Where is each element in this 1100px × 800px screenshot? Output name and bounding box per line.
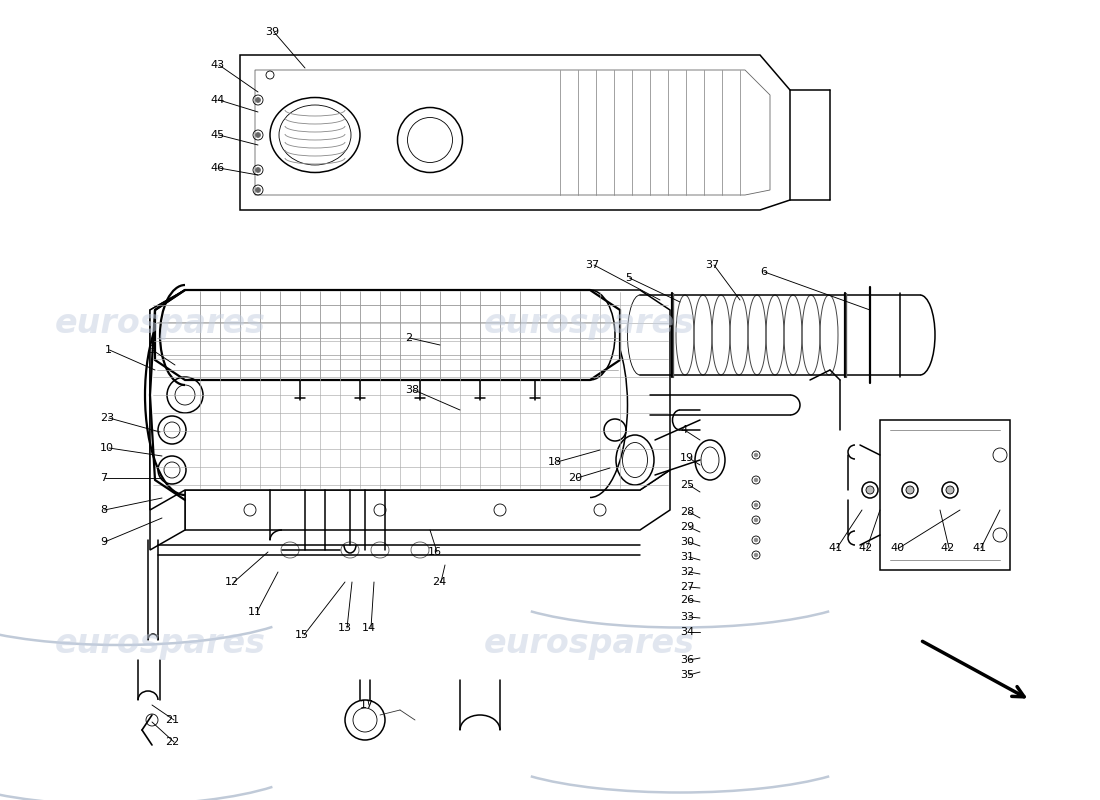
Text: 32: 32 [680,567,694,577]
Text: 43: 43 [210,60,224,70]
Text: 31: 31 [680,552,694,562]
Text: 16: 16 [428,547,442,557]
Text: eurospares: eurospares [55,307,266,341]
Text: 20: 20 [568,473,582,483]
Text: 1: 1 [104,345,112,355]
Text: 42: 42 [858,543,872,553]
Text: 5: 5 [625,273,632,283]
Circle shape [754,538,758,542]
Text: 7: 7 [100,473,107,483]
Text: 35: 35 [680,670,694,680]
Text: 15: 15 [295,630,309,640]
Text: 25: 25 [680,480,694,490]
Text: 27: 27 [680,582,694,592]
Text: 46: 46 [210,163,224,173]
Text: 8: 8 [100,505,107,515]
Text: 30: 30 [680,537,694,547]
Text: 6: 6 [760,267,767,277]
Text: 17: 17 [360,700,374,710]
Text: 34: 34 [680,627,694,637]
Circle shape [255,187,261,193]
Polygon shape [185,470,670,530]
Text: 44: 44 [210,95,224,105]
Text: 37: 37 [585,260,600,270]
Text: 41: 41 [828,543,843,553]
Text: 40: 40 [890,543,904,553]
Circle shape [946,486,954,494]
Polygon shape [880,420,1010,570]
Circle shape [754,553,758,557]
Text: 22: 22 [165,737,179,747]
Text: eurospares: eurospares [484,307,695,341]
Text: 13: 13 [338,623,352,633]
Text: 42: 42 [940,543,955,553]
Text: 12: 12 [226,577,239,587]
Circle shape [255,167,261,173]
Circle shape [866,486,874,494]
Circle shape [754,503,758,507]
Text: 41: 41 [972,543,986,553]
Text: 2: 2 [405,333,412,343]
Circle shape [255,98,261,102]
Text: 26: 26 [680,595,694,605]
Text: 28: 28 [680,507,694,517]
Text: 24: 24 [432,577,447,587]
Text: 45: 45 [210,130,224,140]
Text: 9: 9 [100,537,107,547]
Text: 38: 38 [405,385,419,395]
Text: 3: 3 [148,345,155,355]
Text: 37: 37 [705,260,719,270]
Circle shape [906,486,914,494]
Circle shape [754,478,758,482]
Polygon shape [155,290,620,380]
Text: 18: 18 [548,457,562,467]
Text: 29: 29 [680,522,694,532]
Text: 14: 14 [362,623,376,633]
Text: 10: 10 [100,443,114,453]
Text: eurospares: eurospares [55,627,266,661]
Circle shape [754,518,758,522]
Text: 11: 11 [248,607,262,617]
Text: 39: 39 [265,27,279,37]
Text: 36: 36 [680,655,694,665]
Text: eurospares: eurospares [484,627,695,661]
Circle shape [255,133,261,138]
Polygon shape [150,290,670,510]
Text: 19: 19 [680,453,694,463]
Text: 4: 4 [680,425,688,435]
Text: 21: 21 [165,715,179,725]
Text: 23: 23 [100,413,114,423]
Text: 33: 33 [680,612,694,622]
Polygon shape [150,290,185,550]
Circle shape [754,453,758,457]
